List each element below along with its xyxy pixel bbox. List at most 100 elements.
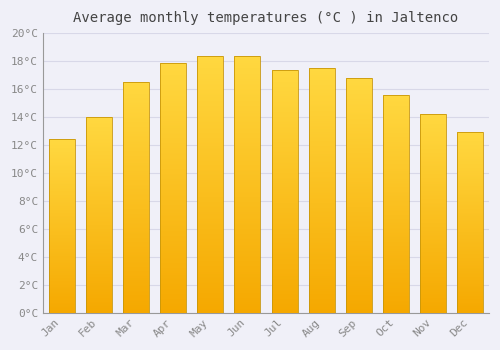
Bar [123, 190, 149, 191]
Bar [272, 299, 297, 301]
Bar [272, 117, 297, 118]
Bar [458, 192, 483, 193]
Bar [308, 71, 334, 72]
Bar [160, 270, 186, 271]
Bar [160, 273, 186, 274]
Bar [383, 288, 409, 289]
Bar [346, 89, 372, 90]
Bar [86, 165, 112, 166]
Bar [123, 177, 149, 178]
Bar [272, 79, 297, 81]
Bar [458, 135, 483, 136]
Bar [197, 170, 223, 171]
Bar [308, 253, 334, 254]
Bar [234, 136, 260, 138]
Bar [308, 238, 334, 239]
Bar [420, 209, 446, 210]
Bar [160, 119, 186, 120]
Bar [458, 143, 483, 144]
Bar [420, 243, 446, 244]
Bar [48, 239, 74, 240]
Bar [272, 305, 297, 307]
Bar [308, 247, 334, 248]
Bar [234, 217, 260, 219]
Bar [160, 180, 186, 181]
Bar [458, 262, 483, 263]
Bar [234, 286, 260, 287]
Bar [234, 70, 260, 71]
Bar [346, 222, 372, 223]
Bar [160, 88, 186, 89]
Bar [346, 265, 372, 266]
Bar [197, 81, 223, 83]
Bar [458, 218, 483, 219]
Bar [308, 292, 334, 293]
Bar [160, 255, 186, 256]
Bar [346, 236, 372, 238]
Bar [197, 206, 223, 207]
Bar [197, 233, 223, 234]
Bar [420, 257, 446, 258]
Bar [197, 83, 223, 84]
Bar [383, 123, 409, 124]
Bar [160, 290, 186, 292]
Bar [383, 310, 409, 312]
Bar [234, 69, 260, 70]
Bar [48, 198, 74, 199]
Bar [420, 178, 446, 179]
Bar [123, 83, 149, 84]
Bar [197, 287, 223, 288]
Bar [383, 222, 409, 223]
Bar [123, 256, 149, 257]
Bar [86, 175, 112, 176]
Bar [346, 85, 372, 86]
Bar [197, 296, 223, 297]
Bar [234, 309, 260, 310]
Bar [123, 114, 149, 116]
Bar [420, 211, 446, 212]
Bar [458, 272, 483, 273]
Bar [160, 289, 186, 290]
Bar [420, 130, 446, 131]
Bar [234, 182, 260, 183]
Bar [160, 118, 186, 119]
Bar [346, 233, 372, 234]
Bar [346, 310, 372, 312]
Bar [383, 312, 409, 313]
Bar [346, 111, 372, 112]
Bar [86, 182, 112, 183]
Bar [197, 297, 223, 299]
Bar [458, 310, 483, 311]
Bar [458, 170, 483, 171]
Bar [160, 299, 186, 300]
Bar [48, 152, 74, 153]
Bar [123, 253, 149, 254]
Bar [123, 239, 149, 240]
Bar [197, 280, 223, 282]
Bar [160, 245, 186, 246]
Bar [272, 215, 297, 217]
Bar [272, 264, 297, 265]
Bar [346, 174, 372, 175]
Bar [234, 215, 260, 216]
Bar [346, 240, 372, 241]
Bar [383, 296, 409, 298]
Bar [383, 153, 409, 154]
Bar [308, 201, 334, 203]
Bar [234, 74, 260, 75]
Bar [123, 292, 149, 293]
Bar [272, 146, 297, 147]
Bar [383, 187, 409, 188]
Bar [420, 188, 446, 189]
Bar [383, 197, 409, 198]
Bar [86, 222, 112, 223]
Bar [234, 129, 260, 130]
Bar [420, 164, 446, 165]
Bar [86, 304, 112, 305]
Bar [272, 181, 297, 183]
Bar [308, 165, 334, 166]
Bar [346, 221, 372, 222]
Bar [346, 262, 372, 263]
Bar [346, 127, 372, 128]
Bar [197, 162, 223, 163]
